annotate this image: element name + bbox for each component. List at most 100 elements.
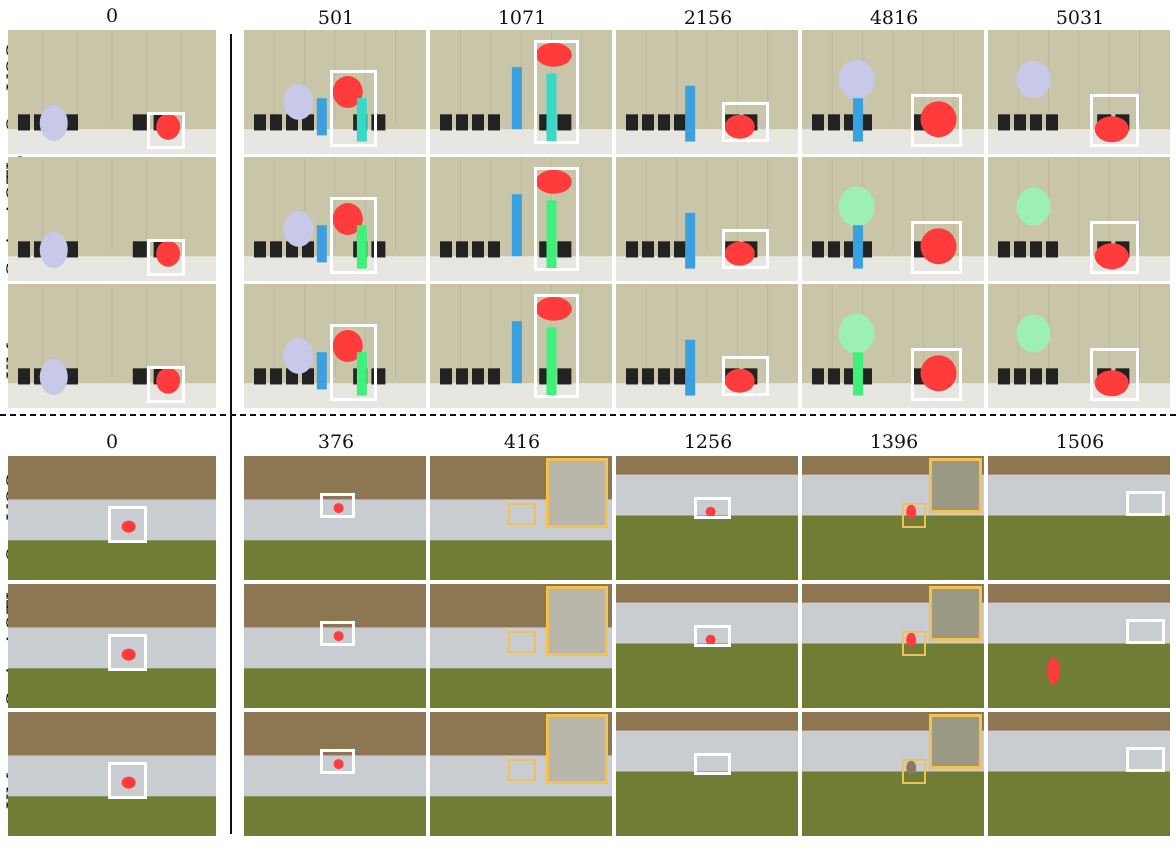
target-bounding-box [1089,348,1140,401]
top-xmem-frame-4816-image [802,284,984,408]
zoom-inset [546,586,609,656]
top-onevos-frame-0 [8,30,216,154]
target-bounding-box [721,355,769,396]
horizontal-dashed-divider [0,414,1176,416]
top-xmem-frame-501-image [244,284,426,408]
target-bounding-box [107,505,148,543]
zoom-source-box [902,759,926,784]
top-xmem-frame-5031 [988,284,1170,408]
target-bounding-box [1089,221,1140,274]
target-bounding-box [329,196,377,274]
top-xmem-frame-0-image [8,284,216,408]
top-onevos-frame-501-image [244,30,426,154]
vertical-divider [230,34,232,834]
bottom-onevos-frame-1396 [802,456,984,580]
zoom-source-box [508,503,536,526]
top-frame-label-5: 5031 [1055,7,1105,29]
bottom-frame-label-2: 416 [503,431,541,453]
bottom-onevos-frame-416 [430,456,612,580]
top-frame-label-1: 501 [317,7,355,29]
top-swinaotl-frame-2156-image [616,157,798,281]
top-onevos-frame-2156 [616,30,798,154]
target-bounding-box [1126,618,1165,644]
top-onevos-frame-1071 [430,30,612,154]
bottom-xmem-frame-376-image [244,712,426,836]
top-xmem-frame-2156-image [616,284,798,408]
target-bounding-box [694,752,731,776]
top-onevos-frame-2156-image [616,30,798,154]
target-bounding-box [147,365,185,404]
bottom-swinaotl-frame-416 [430,584,612,708]
bottom-onevos-frame-1256-image [616,456,798,580]
bottom-swinaotl-frame-376 [244,584,426,708]
bottom-frame-label-1: 376 [317,431,355,453]
top-swinaotl-frame-1071-image [430,157,612,281]
target-bounding-box [721,101,769,142]
bottom-onevos-frame-1506 [988,456,1170,580]
target-bounding-box [533,166,580,272]
target-bounding-box [533,293,580,399]
target-bounding-box [320,749,356,774]
top-xmem-frame-0 [8,284,216,408]
top-swinaotl-frame-0-image [8,157,216,281]
bottom-xmem-frame-0 [8,712,216,836]
bottom-onevos-frame-376-image [244,456,426,580]
bottom-xmem-frame-1506 [988,712,1170,836]
target-bounding-box [329,69,377,147]
top-swinaotl-frame-5031-image [988,157,1170,281]
bottom-swinaotl-frame-376-image [244,584,426,708]
top-xmem-frame-2156 [616,284,798,408]
bottom-frame-label-3: 1256 [683,431,733,453]
bottom-xmem-frame-376 [244,712,426,836]
top-xmem-frame-1071-image [430,284,612,408]
bottom-onevos-frame-376 [244,456,426,580]
target-bounding-box [694,496,731,520]
target-bounding-box [1089,94,1140,147]
top-swinaotl-frame-1071 [430,157,612,281]
top-onevos-frame-0-image [8,30,216,154]
top-swinaotl-frame-2156 [616,157,798,281]
bottom-frame-label-5: 1506 [1055,431,1105,453]
target-bounding-box [533,39,580,145]
zoom-inset [929,586,983,642]
zoom-source-box [508,759,536,782]
target-bounding-box [107,633,148,671]
top-onevos-frame-5031 [988,30,1170,154]
bottom-swinaotl-frame-1396 [802,584,984,708]
zoom-inset [929,458,983,514]
top-onevos-frame-1071-image [430,30,612,154]
bottom-xmem-frame-1396 [802,712,984,836]
target-bounding-box [147,111,185,150]
target-bounding-box [320,493,356,518]
target-bounding-box [1126,746,1165,772]
top-xmem-frame-1071 [430,284,612,408]
top-swinaotl-frame-501 [244,157,426,281]
bottom-onevos-frame-0-image [8,456,216,580]
bottom-onevos-frame-0 [8,456,216,580]
target-bounding-box [329,323,377,401]
target-bounding-box [107,761,148,799]
top-frame-label-0: 0 [105,5,119,27]
bottom-xmem-frame-1506-image [988,712,1170,836]
top-swinaotl-frame-5031 [988,157,1170,281]
target-bounding-box [721,228,769,269]
zoom-source-box [902,631,926,656]
zoom-source-box [902,503,926,528]
bottom-xmem-frame-1256 [616,712,798,836]
bottom-onevos-frame-1506-image [988,456,1170,580]
top-onevos-frame-4816 [802,30,984,154]
top-swinaotl-frame-0 [8,157,216,281]
target-bounding-box [147,238,185,277]
bottom-swinaotl-frame-1506 [988,584,1170,708]
bottom-frame-label-0: 0 [105,431,119,453]
bottom-swinaotl-frame-1396-image [802,584,984,708]
top-xmem-frame-5031-image [988,284,1170,408]
top-onevos-frame-5031-image [988,30,1170,154]
zoom-inset [546,458,609,528]
zoom-source-box [508,631,536,654]
bottom-swinaotl-frame-1506-image [988,584,1170,708]
top-swinaotl-frame-4816 [802,157,984,281]
bottom-frame-label-4: 1396 [869,431,919,453]
zoom-inset [546,714,609,784]
target-bounding-box [320,621,356,646]
